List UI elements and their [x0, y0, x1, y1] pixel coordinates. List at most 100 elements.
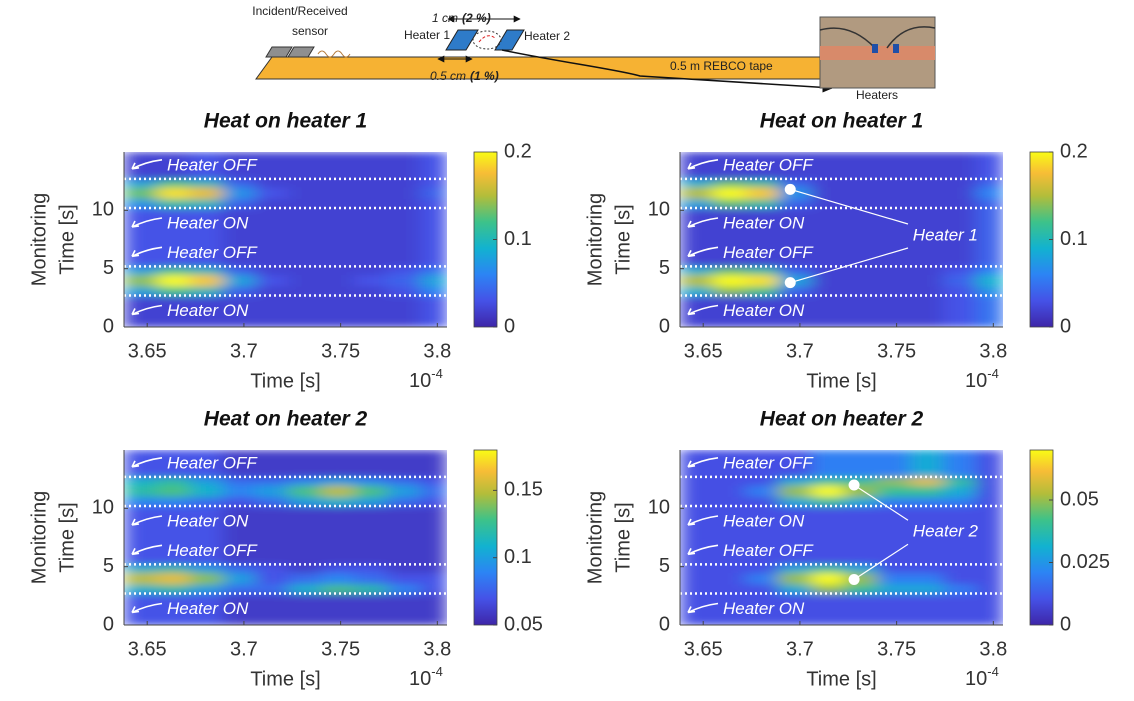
heat-cell — [354, 296, 387, 328]
heat-cell — [288, 179, 321, 188]
y-axis-label: Monitoring — [584, 491, 606, 584]
heat-cell — [288, 208, 321, 267]
heat-cell — [288, 573, 321, 585]
heat-cell — [387, 208, 420, 267]
annotation: Heater OFF — [723, 541, 814, 560]
heat-cell — [910, 266, 943, 275]
heat-cell — [713, 179, 746, 188]
heat-cell — [680, 187, 713, 199]
x-tick-label: 3.8 — [979, 340, 1007, 362]
heat-cell — [157, 573, 190, 585]
y-tick-label: 10 — [648, 497, 670, 519]
annotation: Heater ON — [167, 511, 249, 530]
heat-cell — [354, 208, 387, 267]
heat-cell — [812, 594, 845, 626]
colorbar-tick-label: 0.2 — [504, 140, 532, 162]
annotation: Heater ON — [723, 213, 805, 232]
heat-cell — [387, 296, 420, 328]
heat-cell — [877, 296, 910, 328]
x-tick-label: 3.7 — [230, 340, 258, 362]
callout-dot — [785, 184, 796, 195]
annotation: Heater ON — [167, 301, 249, 320]
heat-cell — [779, 485, 812, 497]
heatmap-panel: Heater OFFHeater ONHeater OFFHeater ONHe… — [584, 110, 1088, 393]
heat-cell — [910, 179, 943, 188]
y-axis-label: Time [s] — [56, 204, 78, 274]
heat-cell — [420, 477, 448, 486]
setup-diagram: Incident/Received sensor 1 cm(2 %) Heate… — [252, 4, 935, 102]
heat-cell — [321, 477, 354, 486]
heat-cell — [943, 594, 976, 626]
heat-cell — [844, 296, 877, 328]
gap-note: (2 %) — [462, 11, 491, 25]
callout-dot — [785, 277, 796, 288]
x-tick-label: 3.65 — [128, 340, 167, 362]
sensor-label: sensor — [292, 24, 328, 38]
heat-cell — [256, 296, 289, 328]
heat-cell — [190, 266, 223, 275]
heat-cell — [354, 477, 387, 486]
heat-cell — [746, 477, 779, 486]
heat-cell — [943, 275, 976, 287]
heat-cell — [288, 594, 321, 626]
heat-cell — [420, 152, 448, 179]
heat-cell — [256, 208, 289, 267]
annotation: Heater OFF — [723, 453, 814, 472]
annotation: Heater OFF — [723, 243, 814, 262]
heat-cell — [157, 275, 190, 287]
heat-cell — [812, 477, 845, 486]
heat-cell — [256, 594, 289, 626]
colorbar-tick-label: 0.1 — [1060, 228, 1088, 250]
heat-cell — [713, 573, 746, 585]
heat-cell — [976, 450, 1004, 477]
heat-cell — [976, 506, 1004, 565]
heater-2 — [495, 30, 524, 50]
heat-cell — [223, 573, 256, 585]
heat-cell — [124, 485, 157, 497]
heat-cell — [746, 573, 779, 585]
heat-cell — [812, 275, 845, 287]
heat-cell — [910, 152, 943, 179]
heat-cell — [844, 594, 877, 626]
heat-cell — [354, 179, 387, 188]
colorbar-tick-label: 0.1 — [504, 546, 532, 568]
heat-cell — [844, 506, 877, 565]
heat-cell — [812, 485, 845, 497]
heat-cell — [420, 266, 448, 275]
heat-cell — [420, 506, 448, 565]
heat-cell — [910, 594, 943, 626]
annotation: Heater ON — [723, 511, 805, 530]
plot-area: Heater OFFHeater ONHeater OFFHeater ONHe… — [680, 152, 1004, 328]
heat-cell — [812, 573, 845, 585]
x-scale-base: 10 — [409, 668, 431, 690]
y-tick-label: 5 — [659, 257, 670, 279]
heat-cell — [812, 152, 845, 179]
heat-cell — [746, 179, 779, 188]
heat-cell — [157, 187, 190, 199]
annotation: Heater ON — [723, 301, 805, 320]
heat-cell — [943, 179, 976, 188]
heat-cell — [680, 179, 713, 188]
heat-cell — [190, 187, 223, 199]
heat-cell — [321, 266, 354, 275]
heat-cell — [288, 450, 321, 477]
heat-cell — [680, 573, 713, 585]
heat-cell — [256, 152, 289, 179]
x-tick-label: 3.8 — [423, 638, 451, 660]
heat-cell — [288, 275, 321, 287]
annotation: Heater OFF — [167, 541, 258, 560]
heat-cell — [190, 564, 223, 573]
x-scale-base: 10 — [409, 370, 431, 392]
heat-cell — [877, 450, 910, 477]
x-scale-label: 10-4 — [409, 366, 443, 392]
heat-cell — [124, 208, 157, 267]
y-tick-label: 5 — [659, 555, 670, 577]
heat-cell — [288, 266, 321, 275]
heat-cell — [223, 477, 256, 486]
x-tick-label: 3.75 — [877, 340, 916, 362]
gap-arrow — [479, 36, 495, 42]
heat-cell — [387, 187, 420, 199]
heat-cell — [680, 275, 713, 287]
heat-cell — [420, 485, 448, 497]
heat-cell — [877, 477, 910, 486]
